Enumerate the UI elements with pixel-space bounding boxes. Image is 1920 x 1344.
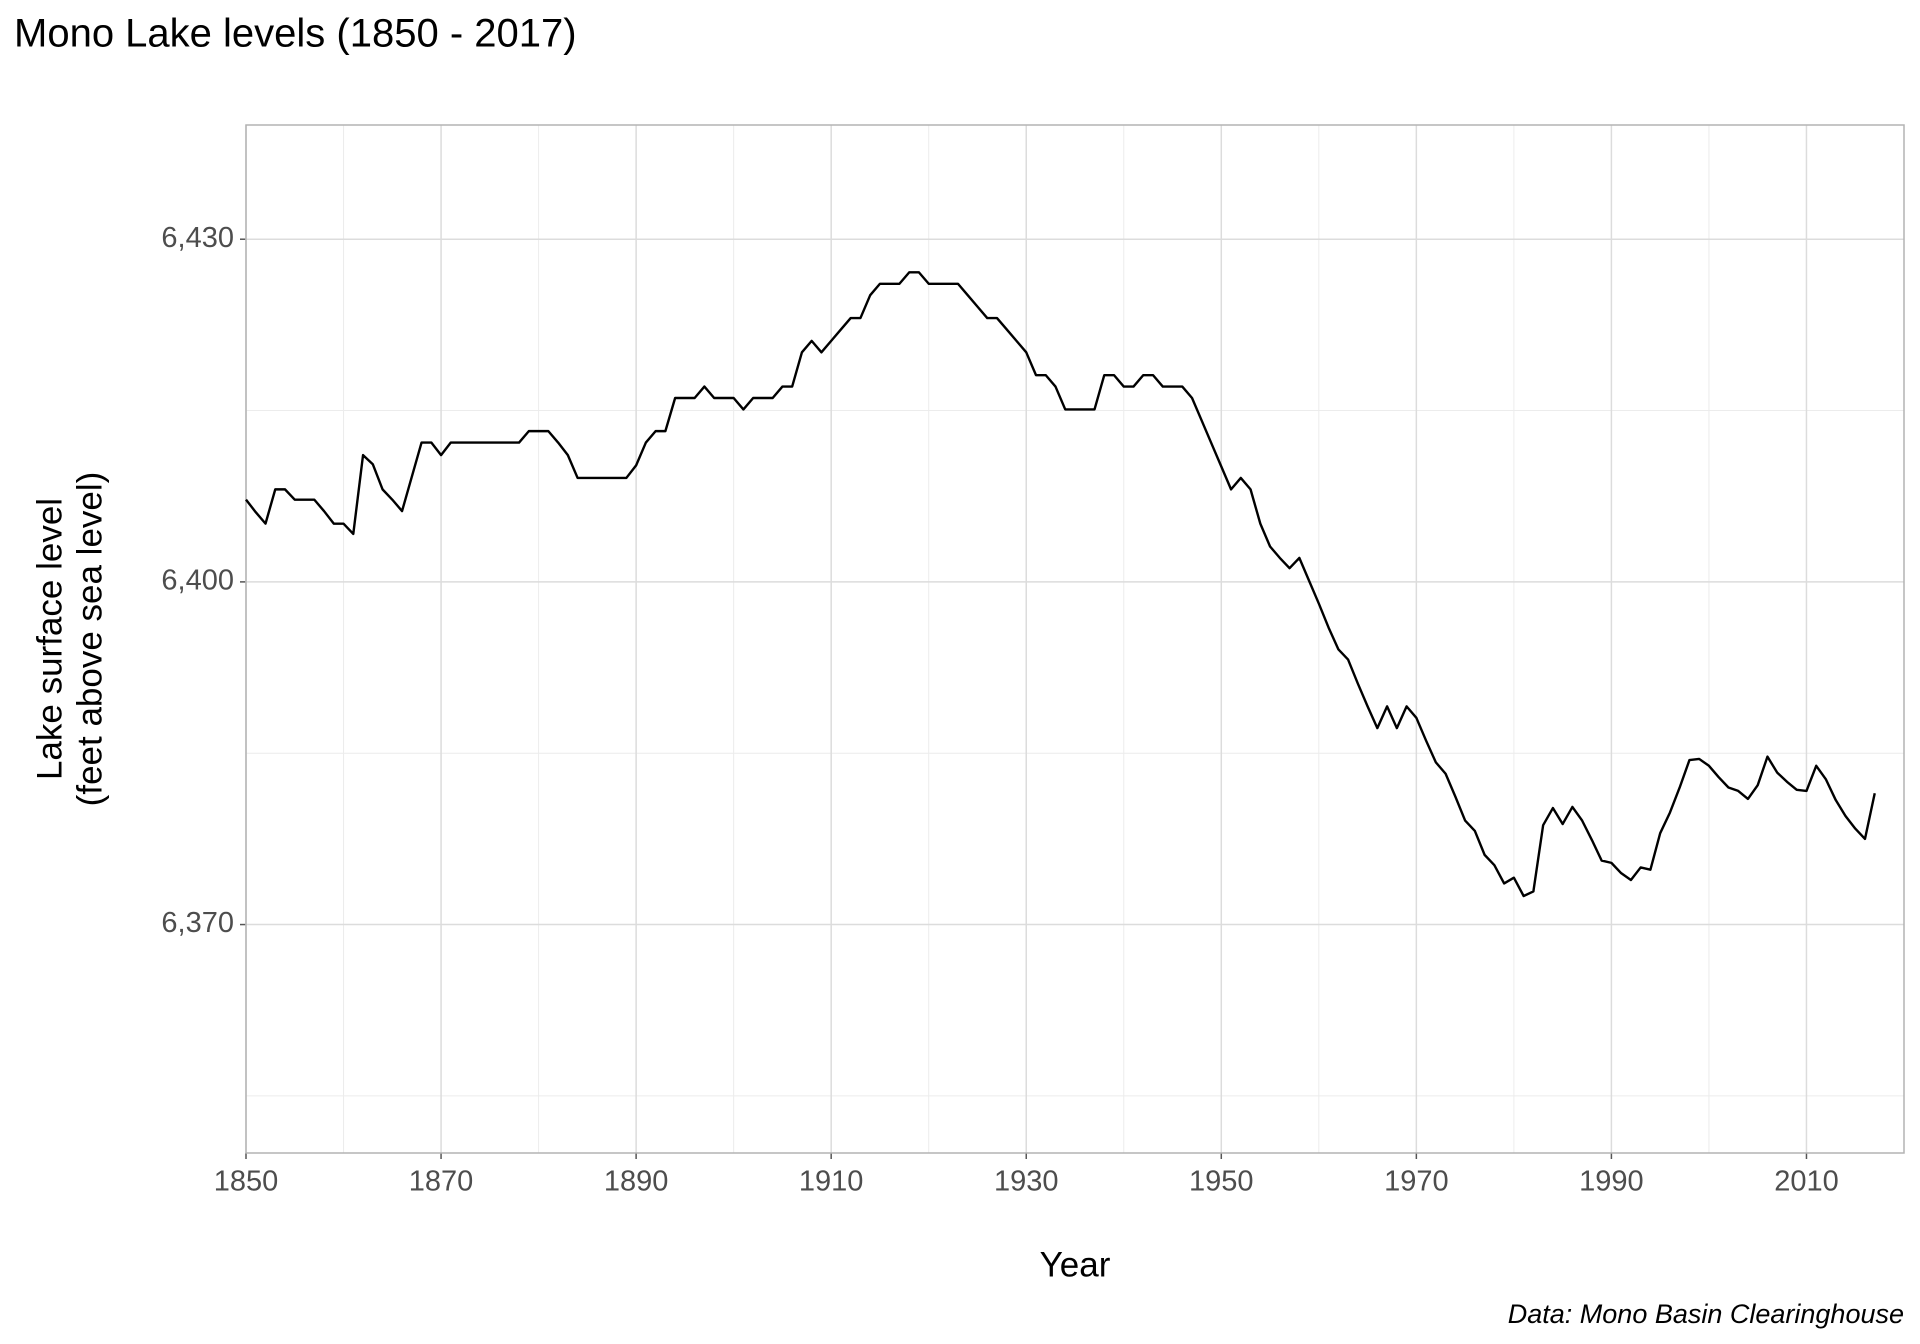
y-tick-label: 6,400 <box>161 565 234 597</box>
x-tick-label: 1890 <box>604 1166 669 1198</box>
y-tick-label: 6,370 <box>161 907 234 939</box>
y-axis-title: Lake surface level (feet above sea level… <box>30 472 109 807</box>
x-tick-label: 1950 <box>1189 1166 1254 1198</box>
panel-border <box>245 124 1905 1154</box>
x-tick-label: 1930 <box>994 1166 1059 1198</box>
x-tick-label: 1870 <box>409 1166 474 1198</box>
x-axis-title: Year <box>1040 1245 1111 1284</box>
y-axis-title-line: (feet above sea level) <box>70 472 109 807</box>
x-tick-label: 1850 <box>214 1166 279 1198</box>
lake-level-line <box>245 271 1876 898</box>
y-axis-title-line: Lake surface level <box>30 498 69 780</box>
x-tick-label: 1910 <box>799 1166 864 1198</box>
chart-title: Mono Lake levels (1850 - 2017) <box>14 12 577 56</box>
x-tick-label: 1970 <box>1384 1166 1449 1198</box>
x-tick-label: 1990 <box>1579 1166 1644 1198</box>
caption: Data: Mono Basin Clearinghouse <box>1508 1299 1904 1329</box>
y-tick-label: 6,430 <box>161 222 234 254</box>
x-tick-label: 2010 <box>1774 1166 1839 1198</box>
